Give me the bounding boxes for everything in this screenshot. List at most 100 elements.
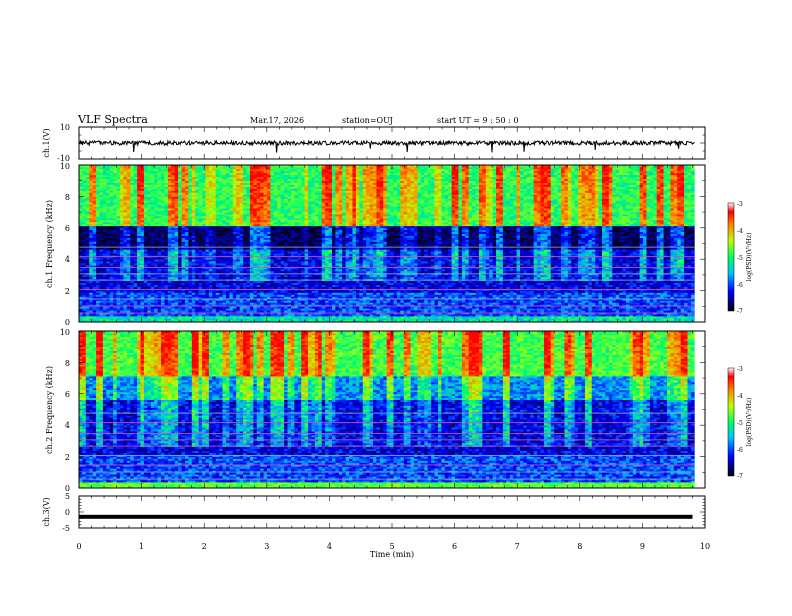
spectrogram-cell — [137, 314, 141, 316]
spectrogram-cell — [195, 316, 199, 318]
spectrogram-cell — [120, 261, 124, 263]
spectrogram-cell — [110, 285, 114, 287]
spectrogram-cell — [247, 281, 251, 283]
spectrogram-cell — [134, 173, 138, 175]
spectrogram-cell — [171, 210, 175, 212]
spectrogram-cell — [82, 171, 86, 173]
spectrogram-cell — [147, 285, 151, 287]
spectrogram-cell — [171, 277, 175, 279]
spectrogram-cell — [127, 318, 131, 320]
spectrogram-cell — [103, 214, 107, 216]
spectrogram-cell — [151, 222, 155, 224]
spectrogram-cell — [175, 271, 179, 273]
spectrogram-cell — [199, 277, 203, 279]
spectrogram-cell — [82, 236, 86, 238]
spectrogram-cell — [134, 300, 138, 302]
spectrogram-cell — [161, 293, 165, 295]
spectrogram-cell — [182, 175, 186, 177]
spectrogram-cell — [229, 206, 233, 208]
spectrogram-cell — [130, 212, 134, 214]
spectrogram-cell — [178, 249, 182, 251]
spectrogram-cell — [117, 234, 121, 236]
spectrogram-cell — [212, 208, 216, 210]
spectrogram-cell — [117, 308, 121, 310]
spectrogram-cell — [154, 167, 158, 169]
spectrogram-cell — [134, 291, 138, 293]
spectrogram-cell — [209, 247, 213, 249]
spectrogram-cell — [192, 277, 196, 279]
spectrogram-cell — [100, 261, 104, 263]
spectrogram-cell — [168, 244, 172, 246]
spectrogram-cell — [209, 228, 213, 230]
spectrogram-cell — [205, 287, 209, 289]
spectrogram-cell — [158, 194, 162, 196]
spectrogram-cell — [161, 196, 165, 198]
spectrogram-cell — [96, 265, 100, 267]
spectrogram-cell — [247, 249, 251, 251]
spectrogram-cell — [243, 251, 247, 253]
spectrogram-cell — [93, 308, 97, 310]
spectrogram-cell — [130, 169, 134, 171]
spectrogram-cell — [147, 242, 151, 244]
spectrogram-cell — [100, 216, 104, 218]
spectrogram-cell — [144, 210, 148, 212]
spectrogram-cell — [86, 310, 90, 312]
spectrogram-cell — [188, 216, 192, 218]
spectrogram-cell — [147, 222, 151, 224]
spectrogram-cell — [96, 194, 100, 196]
spectrogram-cell — [192, 265, 196, 267]
spectrogram-cell — [130, 300, 134, 302]
spectrogram-cell — [226, 202, 230, 204]
spectrogram-cell — [243, 269, 247, 271]
spectrogram-cell — [168, 224, 172, 226]
spectrogram-cell — [79, 249, 83, 251]
spectrogram-cell — [161, 232, 165, 234]
spectrogram-cell — [164, 216, 168, 218]
spectrogram-cell — [168, 287, 172, 289]
spectrogram-cell — [175, 257, 179, 259]
spectrogram-cell — [100, 247, 104, 249]
spectrogram-cell — [164, 259, 168, 261]
spectrogram-cell — [141, 257, 145, 259]
spectrogram-cell — [229, 296, 233, 298]
spectrogram-cell — [86, 204, 90, 206]
spectrogram-cell — [120, 181, 124, 183]
spectrogram-cell — [250, 192, 254, 194]
spectrogram-cell — [86, 247, 90, 249]
spectrogram-cell — [151, 192, 155, 194]
spectrogram-cell — [127, 212, 131, 214]
spectrogram-cell — [175, 281, 179, 283]
spectrogram-cell — [219, 232, 223, 234]
spectrogram-cell — [134, 214, 138, 216]
spectrogram-cell — [164, 196, 168, 198]
spectrogram-cell — [89, 206, 93, 208]
spectrogram-cell — [202, 224, 206, 226]
spectrogram-cell — [127, 222, 131, 224]
spectrogram-cell — [229, 220, 233, 222]
spectrogram-cell — [79, 196, 83, 198]
spectrogram-cell — [185, 300, 189, 302]
spectrogram-cell — [247, 214, 251, 216]
spectrogram-cell — [178, 269, 182, 271]
spectrogram-cell — [233, 175, 237, 177]
spectrogram-cell — [113, 308, 117, 310]
spectrogram-cell — [236, 263, 240, 265]
spectrogram-cell — [247, 187, 251, 189]
spectrogram-cell — [79, 228, 83, 230]
spectrogram-cell — [209, 226, 213, 228]
spectrogram-cell — [110, 314, 114, 316]
spectrogram-cell — [117, 300, 121, 302]
spectrogram-cell — [154, 259, 158, 261]
spectrogram-cell — [161, 261, 165, 263]
spectrogram-cell — [178, 275, 182, 277]
spectrogram-cell — [250, 259, 254, 261]
spectrogram-cell — [82, 293, 86, 295]
spectrogram-cell — [185, 247, 189, 249]
spectrogram-cell — [134, 212, 138, 214]
spectrogram-cell — [182, 253, 186, 255]
spectrogram-cell — [202, 275, 206, 277]
spectrogram-cell — [147, 306, 151, 308]
spectrogram-cell — [171, 236, 175, 238]
spectrogram-cell — [127, 187, 131, 189]
spectrogram-cell — [130, 216, 134, 218]
